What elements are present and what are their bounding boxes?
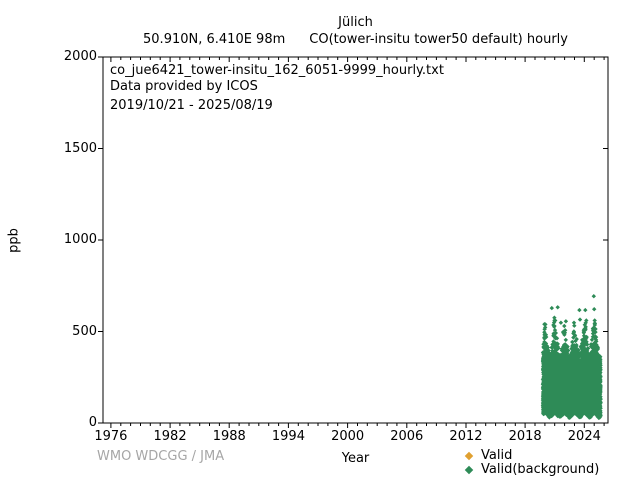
data-provider-note: Data provided by ICOS [110, 79, 258, 94]
y-tick-label: 500 [72, 323, 97, 339]
x-tick-label: 2000 [331, 429, 365, 444]
wdcgg-credit: WMO WDCGG / JMA [97, 449, 225, 464]
valid-background-diamond-icon [464, 465, 474, 475]
y-axis-label: ppb [6, 228, 22, 253]
x-tick-label: 1988 [212, 429, 246, 444]
x-axis-label: Year [341, 451, 370, 466]
x-tick-label: 1982 [153, 429, 187, 444]
chart-subtitle: 50.910N, 6.410E 98m CO(tower-insitu tower… [103, 32, 608, 47]
x-tick-label: 2024 [567, 429, 601, 444]
y-tick-label: 0 [88, 415, 97, 430]
legend-valid-label: Valid [481, 448, 513, 463]
y-tick-label: 1500 [63, 140, 97, 156]
valid-diamond-icon [464, 451, 474, 461]
x-tick-label: 2006 [390, 429, 424, 444]
axis-ticks [98, 56, 608, 428]
chart-title: Jülich [338, 15, 373, 30]
x-tick-label: 2012 [449, 429, 483, 444]
y-tick-label: 1000 [63, 232, 97, 247]
x-tick-label: 1976 [94, 429, 128, 444]
legend-item-valid: Valid [464, 448, 513, 463]
x-tick-label: 2018 [508, 429, 542, 444]
series-valid-background--points [540, 294, 603, 421]
legend-valid-background-label: Valid(background) [481, 462, 600, 477]
dataset-filename: co_jue6421_tower-insitu_162_6051-9999_ho… [110, 63, 444, 78]
parameter-label: CO(tower-insitu tower50 default) hourly [309, 32, 568, 47]
y-tick-label: 2000 [63, 49, 97, 64]
legend-item-valid-background: Valid(background) [464, 462, 600, 477]
date-range: 2019/10/21 - 2025/08/19 [110, 98, 273, 113]
station-location: 50.910N, 6.410E 98m [143, 32, 286, 47]
x-tick-label: 1994 [271, 429, 305, 444]
